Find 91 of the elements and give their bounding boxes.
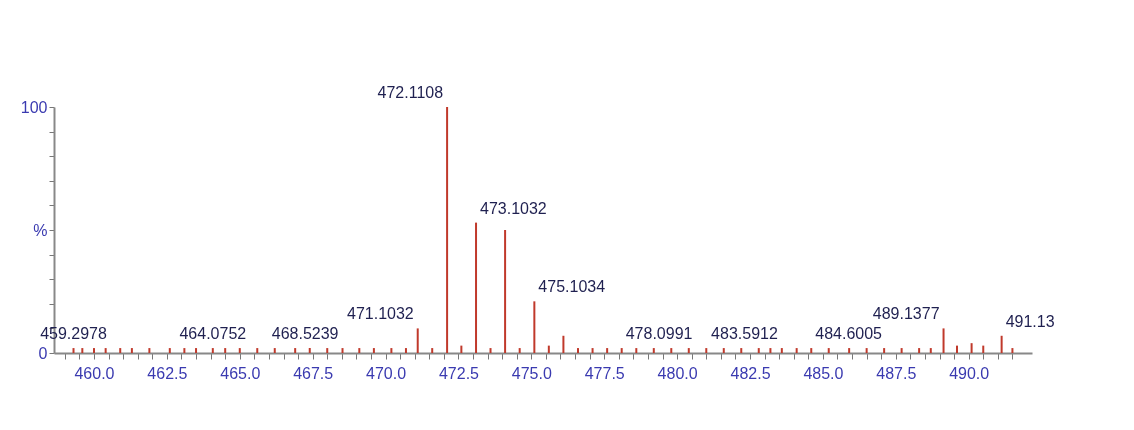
bar xyxy=(358,348,361,353)
bar xyxy=(562,335,565,353)
annotation: 464.0752 xyxy=(179,325,247,343)
bar xyxy=(308,348,311,353)
bar xyxy=(606,348,609,353)
bar xyxy=(1011,348,1014,353)
x-tick-label: 462.5 xyxy=(147,364,188,382)
annotation: 478.0991 xyxy=(625,325,693,343)
bar xyxy=(341,348,344,353)
bar xyxy=(722,348,725,353)
x-tick-label: 485.0 xyxy=(803,364,844,382)
bar xyxy=(670,348,673,353)
x-tick-label: 477.5 xyxy=(584,364,625,382)
bar xyxy=(72,348,75,353)
bar xyxy=(929,348,932,353)
bar xyxy=(883,348,886,353)
bar xyxy=(547,345,550,353)
y-tick-label: 100 xyxy=(20,98,48,116)
bar xyxy=(224,348,227,353)
bar xyxy=(900,348,903,353)
annotation: 473.1032 xyxy=(480,199,547,217)
y-tick-label: % xyxy=(33,221,48,239)
annotation: 471.1032 xyxy=(346,305,414,323)
bar xyxy=(489,348,492,353)
bar xyxy=(475,222,478,353)
bar xyxy=(740,348,743,353)
x-tick-label: 482.5 xyxy=(730,364,771,382)
bar xyxy=(183,348,186,353)
bar xyxy=(372,348,375,353)
x-tick-label: 475.0 xyxy=(511,364,552,382)
bar xyxy=(591,348,594,353)
bar xyxy=(620,348,623,353)
bar xyxy=(404,348,407,353)
bar xyxy=(780,348,783,353)
bar xyxy=(769,348,772,353)
bar xyxy=(504,230,507,353)
bar xyxy=(518,348,521,353)
x-tick-label: 467.5 xyxy=(293,364,334,382)
x-tick-label: 490.0 xyxy=(949,364,990,382)
bar xyxy=(168,348,171,353)
annotation: 489.1377 xyxy=(872,305,940,323)
bar xyxy=(757,348,760,353)
x-tick-label: 472.5 xyxy=(438,364,480,382)
bar xyxy=(848,348,851,353)
bar xyxy=(238,348,241,353)
bar xyxy=(1000,335,1003,353)
bar xyxy=(982,345,985,353)
bar xyxy=(970,343,973,353)
bar xyxy=(130,348,133,353)
bar xyxy=(942,328,945,353)
bar xyxy=(119,348,122,353)
x-tick-label: 487.5 xyxy=(876,364,917,382)
bar xyxy=(956,345,959,353)
x-tick-label: 465.0 xyxy=(220,364,261,382)
bar xyxy=(652,348,655,353)
bar xyxy=(431,348,434,353)
bar xyxy=(827,348,830,353)
bar xyxy=(416,328,419,353)
annotation: 483.5912 xyxy=(711,325,778,343)
bar xyxy=(195,348,198,353)
annotation: 468.5239 xyxy=(271,325,339,343)
bar xyxy=(810,348,813,353)
bar xyxy=(446,107,449,353)
annotation: 475.1034 xyxy=(538,278,606,296)
bar xyxy=(92,348,95,353)
bar xyxy=(865,348,868,353)
annotation: 491.13 xyxy=(1005,312,1055,330)
bar xyxy=(533,301,536,353)
bar xyxy=(81,348,84,353)
bar xyxy=(687,348,690,353)
bar xyxy=(918,348,921,353)
bar xyxy=(635,348,638,353)
bar xyxy=(104,348,107,353)
bar xyxy=(148,348,151,353)
y-tick-label: 0 xyxy=(38,344,48,362)
x-tick-label: 480.0 xyxy=(657,364,698,382)
x-tick-label: 460.0 xyxy=(74,364,115,382)
bar xyxy=(294,348,297,353)
bar xyxy=(211,348,214,353)
annotation: 472.1108 xyxy=(377,84,444,101)
bar xyxy=(326,348,329,353)
annotation: 459.2978 xyxy=(40,325,107,343)
x-tick-label: 470.0 xyxy=(366,364,407,382)
bar xyxy=(705,348,708,353)
bar xyxy=(390,348,393,353)
bar xyxy=(795,348,798,353)
annotation: 484.6005 xyxy=(815,325,883,343)
bar xyxy=(460,345,463,353)
bar xyxy=(256,348,259,353)
bar xyxy=(273,348,276,353)
bar xyxy=(576,348,579,353)
